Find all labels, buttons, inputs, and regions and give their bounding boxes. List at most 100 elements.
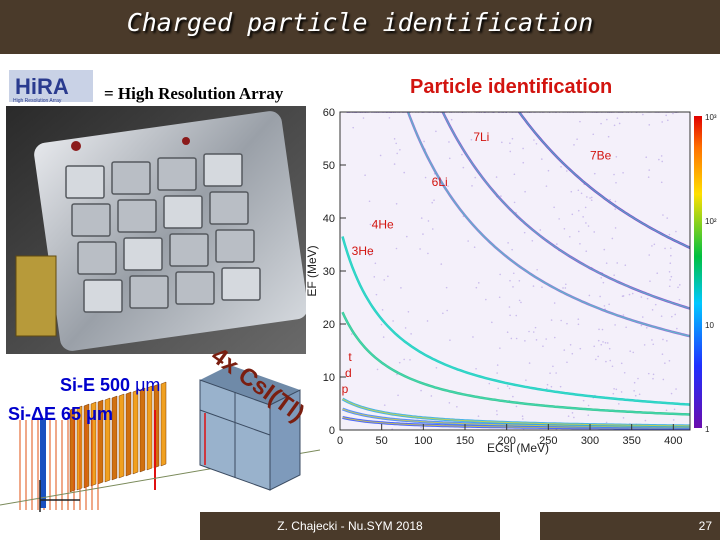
scatter-point bbox=[611, 237, 614, 240]
scatter-point bbox=[600, 276, 602, 279]
scatter-point bbox=[661, 160, 664, 163]
scatter-point bbox=[573, 416, 575, 419]
scatter-point bbox=[477, 282, 480, 284]
scatter-point bbox=[431, 228, 434, 230]
scatter-point bbox=[668, 285, 671, 288]
scatter-point bbox=[381, 309, 384, 311]
scatter-point bbox=[598, 328, 600, 331]
scatter-point bbox=[615, 155, 618, 158]
scatter-point bbox=[475, 367, 477, 370]
scatter-point bbox=[615, 388, 618, 391]
scatter-point bbox=[613, 274, 615, 277]
strip bbox=[139, 387, 146, 473]
scatter-point bbox=[512, 395, 514, 398]
scatter-point bbox=[647, 372, 650, 375]
band-label-d: d bbox=[345, 366, 352, 380]
scatter-point bbox=[474, 176, 477, 179]
scatter-point bbox=[442, 312, 444, 315]
hira-logo: HiRA High Resolution Array bbox=[5, 66, 97, 106]
scatter-point bbox=[435, 130, 437, 133]
telescope-tile bbox=[157, 157, 197, 191]
scatter-point bbox=[656, 272, 659, 275]
scatter-point bbox=[532, 285, 535, 287]
scatter-point bbox=[613, 388, 615, 390]
scatter-point bbox=[499, 347, 501, 349]
scatter-point bbox=[445, 286, 448, 289]
scatter-point bbox=[569, 344, 572, 346]
scatter-point bbox=[593, 345, 596, 348]
scatter-point bbox=[509, 314, 511, 317]
scatter-point bbox=[608, 303, 610, 306]
slide-title: Charged particle identification bbox=[126, 8, 594, 37]
scatter-point bbox=[648, 254, 651, 256]
scatter-point bbox=[606, 342, 609, 344]
colorbar-tick-label: 10 bbox=[705, 321, 714, 330]
colorbar-tick-label: 1 bbox=[705, 425, 710, 434]
scatter-point bbox=[590, 199, 593, 201]
scatter-point bbox=[600, 343, 603, 346]
footer-left bbox=[0, 512, 200, 540]
scatter-point bbox=[524, 190, 526, 193]
scatter-point bbox=[668, 359, 671, 362]
scatter-point bbox=[623, 371, 626, 374]
scatter-point bbox=[398, 361, 401, 364]
scatter-point bbox=[395, 247, 398, 250]
delta-e-layer bbox=[40, 418, 46, 508]
scatter-point bbox=[512, 286, 514, 288]
scatter-point bbox=[471, 185, 473, 187]
scatter-point bbox=[633, 390, 635, 392]
scatter-point bbox=[485, 298, 487, 301]
scatter-point bbox=[383, 404, 386, 406]
band-label-4He: 4He bbox=[372, 218, 394, 232]
y-tick-label: 60 bbox=[323, 107, 335, 119]
scatter-point bbox=[587, 404, 590, 407]
scatter-point bbox=[588, 294, 591, 297]
scatter-point bbox=[472, 336, 474, 338]
scatter-point bbox=[427, 252, 429, 255]
scatter-point bbox=[420, 426, 422, 429]
scatter-point bbox=[664, 247, 666, 250]
scatter-point bbox=[448, 141, 450, 143]
scatter-point bbox=[563, 227, 566, 230]
scatter-point bbox=[622, 417, 625, 419]
scatter-point bbox=[515, 337, 518, 340]
band-label-7Li: 7Li bbox=[473, 130, 489, 144]
scatter-point bbox=[668, 270, 671, 273]
scatter-point bbox=[629, 350, 632, 352]
scatter-point bbox=[546, 383, 549, 386]
scatter-point bbox=[396, 373, 398, 376]
scatter-point bbox=[641, 316, 644, 318]
scatter-point bbox=[678, 298, 681, 301]
scatter-point bbox=[500, 195, 502, 197]
scatter-point bbox=[541, 286, 543, 289]
scatter-point bbox=[577, 230, 580, 233]
colorbar-ticks: 1 10 10² 10³ bbox=[705, 113, 717, 434]
scatter-point bbox=[628, 293, 631, 296]
scatter-point bbox=[371, 252, 373, 254]
strip bbox=[125, 391, 132, 477]
pid-band-core-3He bbox=[342, 311, 690, 415]
scatter-point bbox=[410, 333, 412, 335]
band-label-7Be: 7Be bbox=[590, 149, 612, 163]
logo-text: HiRA bbox=[15, 74, 69, 99]
scatter-point bbox=[422, 233, 424, 235]
telescope-tile bbox=[215, 229, 255, 263]
scatter-point bbox=[613, 173, 615, 176]
scatter-point bbox=[652, 377, 654, 380]
title-bar: Charged particle identification bbox=[0, 0, 720, 54]
scatter-point bbox=[536, 268, 538, 271]
scatter-point bbox=[521, 415, 524, 418]
scatter-point bbox=[426, 320, 429, 322]
footer-bar: Z. Chajecki - Nu.SYM 2018 bbox=[200, 512, 500, 540]
telescope-tile bbox=[221, 267, 261, 301]
scatter-point bbox=[515, 405, 518, 408]
y-axis-label: EF (MeV) bbox=[306, 245, 319, 296]
scatter-point bbox=[433, 199, 435, 201]
x-tick-label: 100 bbox=[414, 435, 432, 447]
scatter-point bbox=[612, 392, 615, 395]
scatter-point bbox=[362, 117, 365, 119]
scatter-point bbox=[675, 230, 677, 233]
scatter-point bbox=[616, 262, 619, 264]
scatter-point bbox=[506, 385, 509, 387]
scatter-point bbox=[647, 176, 650, 178]
